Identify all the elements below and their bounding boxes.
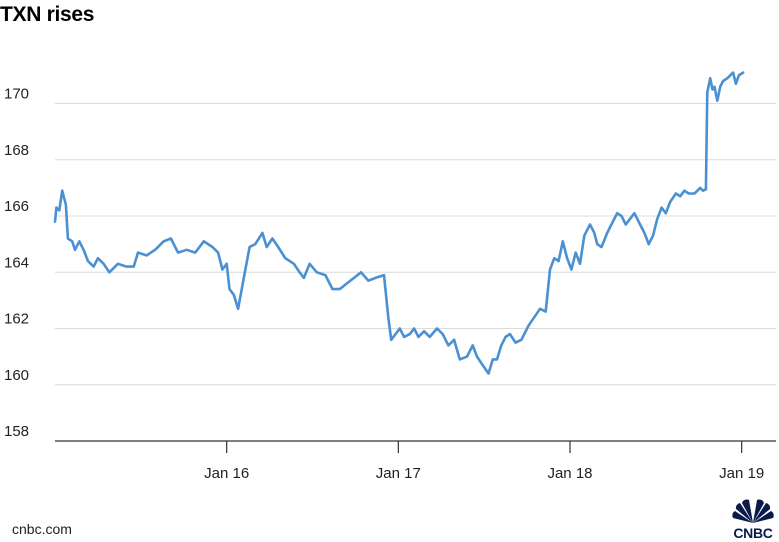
x-tick-label: Jan 19 [719, 465, 764, 482]
peacock-icon [732, 499, 774, 523]
x-tick-label: Jan 18 [547, 465, 592, 482]
cnbc-logo: CNBC [728, 497, 778, 542]
y-tick-label: 168 [4, 142, 29, 159]
y-tick-label: 162 [4, 311, 29, 328]
grid-lines [55, 103, 776, 442]
cnbc-wordmark: CNBC [733, 525, 773, 541]
y-tick-label: 170 [4, 86, 29, 103]
y-axis-ticks: 158 160 162 164 166 168 170 [4, 86, 29, 440]
source-label: cnbc.com [12, 521, 72, 537]
y-tick-label: 166 [4, 198, 29, 215]
series-group [53, 71, 745, 375]
y-tick-label: 164 [4, 254, 29, 271]
price-line [53, 71, 745, 375]
y-tick-label: 160 [4, 367, 29, 384]
y-tick-label: 158 [4, 423, 29, 440]
x-tick-label: Jan 17 [376, 465, 421, 482]
x-tick-label: Jan 16 [204, 465, 249, 482]
x-axis-ticks: Jan 16 Jan 17 Jan 18 Jan 19 [204, 441, 764, 482]
chart-title: TXN rises [0, 3, 95, 26]
